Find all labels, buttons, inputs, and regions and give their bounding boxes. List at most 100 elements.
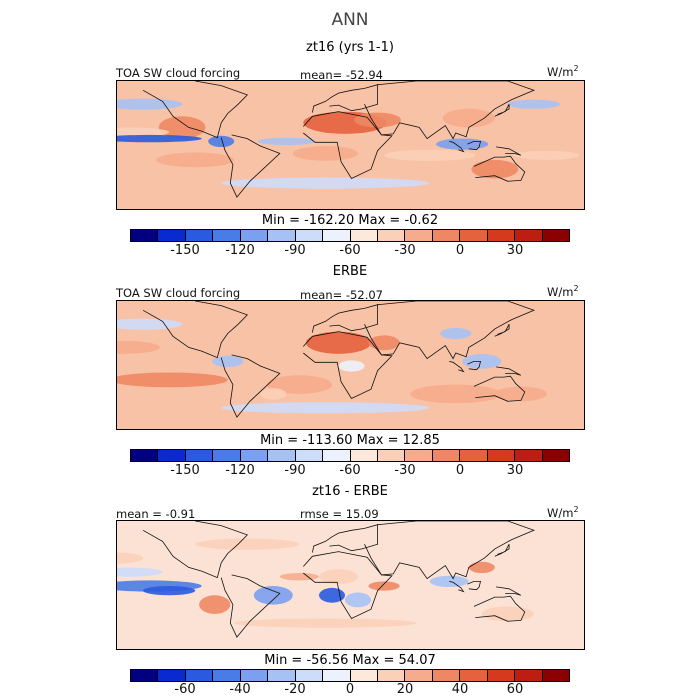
colorbar-segment [350,230,378,241]
panel1-title: zt16 (yrs 1-1) [306,40,394,55]
colorbar-tick-label: -60 [339,243,361,258]
panel3-rmse: rmse = 15.09 [300,507,379,521]
colorbar-tick-label: -90 [284,463,306,478]
coastline [220,134,281,198]
field-contour [345,592,371,608]
coastline [473,155,526,182]
coastline [303,111,393,180]
coastline [473,375,526,402]
coastline [496,586,522,596]
colorbar-segment [323,670,351,681]
panel2-minmax: Min = -113.60 Max = 12.85 [260,433,440,448]
coastline [494,544,510,557]
coastline [467,141,482,151]
field-contour [158,116,206,139]
field-contour [253,586,293,605]
coastline [496,366,522,376]
panel1-mean: mean= -52.94 [300,68,383,82]
coastline [494,104,510,117]
colorbar-segment [542,450,569,461]
colorbar-segment [515,450,543,461]
field-contour [117,127,170,137]
colorbar-segment [158,670,186,681]
panel3-map [116,520,585,650]
field-contour [481,606,534,622]
colorbar-segment [295,670,324,681]
colorbar-segment [240,670,269,681]
coastline [364,521,536,580]
coastline [364,81,536,140]
colorbar-segment [213,450,241,461]
colorbar-tick-label: -150 [170,463,200,478]
coastline [303,331,393,400]
colorbar-tick-label: -30 [394,243,416,258]
coastline [303,551,393,620]
colorbar-segment [240,450,269,461]
field-contour [368,335,400,351]
colorbar-segment [515,670,543,681]
panel3-mean: mean = -0.91 [116,507,196,521]
field-contour [514,150,580,160]
colorbar-segment [487,230,516,241]
colorbar-tick-label: 30 [506,243,524,258]
colorbar-segment [213,230,241,241]
coastline [142,81,249,139]
colorbar-segment [377,450,406,461]
field-contour [208,135,235,147]
colorbar-tick-label: 60 [506,682,524,697]
panel2-field-label: TOA SW cloud forcing [116,286,241,300]
coastline [312,524,379,553]
field-contour [410,384,502,404]
colorbar-segment [542,670,569,681]
panel1-colorbar [130,229,570,242]
field-contour [156,152,235,168]
colorbar-segment [542,230,569,241]
colorbar-segment [460,450,488,461]
colorbar-segment [460,230,488,241]
panel2-title: ERBE [332,264,368,279]
colorbar-segment [487,670,516,681]
field-contour [117,98,183,110]
panel2-colorbar [130,449,570,462]
colorbar-segment [185,450,214,461]
colorbar-segment [377,230,406,241]
colorbar-segment [268,450,296,461]
colorbar-segment [213,670,241,681]
coastline [449,361,465,373]
panel1-unit: W/m2 [547,64,579,79]
colorbar-tick-label: 0 [455,463,465,478]
colorbar-segment [131,670,159,681]
field-contour [221,177,430,189]
panel2-map [116,300,585,430]
colorbar-tick-label: -20 [284,682,306,697]
colorbar-segment [268,230,296,241]
panel2-mean: mean= -52.07 [300,288,383,302]
coastline [312,84,379,113]
panel3-unit: W/m2 [547,505,579,520]
coastline [496,146,522,156]
coastline [467,361,482,371]
coastline [467,581,482,591]
coastline [312,304,379,333]
colorbar-tick-label: -60 [174,682,196,697]
field-contour [429,575,469,587]
coastline [473,595,526,622]
field-contour [471,159,519,179]
colorbar-segment [158,450,186,461]
panel1-map [116,80,585,210]
field-contour [440,327,472,340]
panel3-colorbar [130,669,570,682]
field-contour [195,538,300,550]
field-contour [442,108,495,128]
coastline [449,581,465,593]
field-contour [319,587,345,603]
field-contour [305,331,372,354]
panel2-unit: W/m2 [547,284,579,299]
colorbar-tick-label: 40 [451,682,469,697]
colorbar-segment [460,670,488,681]
colorbar-tick-label: -120 [225,243,255,258]
colorbar-segment [377,670,406,681]
coastline [220,574,281,638]
colorbar-tick-label: -40 [229,682,251,697]
coastline [142,301,249,359]
